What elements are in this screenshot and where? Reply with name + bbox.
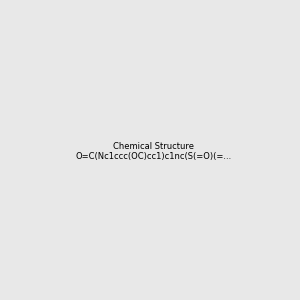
Text: Chemical Structure
O=C(Nc1ccc(OC)cc1)c1nc(S(=O)(=...: Chemical Structure O=C(Nc1ccc(OC)cc1)c1n… [76, 142, 232, 161]
